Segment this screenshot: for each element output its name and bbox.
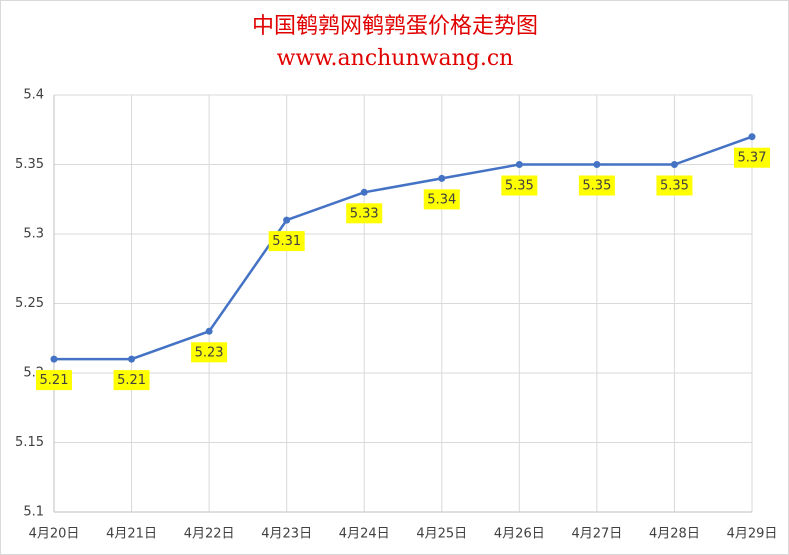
line	[54, 135, 753, 361]
y-tick-label: 5.35	[15, 157, 44, 172]
data-label-bg	[578, 175, 615, 196]
x-tick-label: 4月21日	[106, 527, 157, 542]
x-tick-label: 4月29日	[727, 527, 778, 542]
y-tick-label: 5.3	[23, 227, 44, 242]
y-tick-label: 5.15	[15, 435, 44, 450]
point	[748, 133, 756, 141]
x-tick-label: 4月22日	[184, 527, 235, 542]
data-label: 5.37	[738, 151, 767, 166]
point	[515, 161, 523, 168]
data-label-bg	[113, 370, 150, 391]
data-label-bg	[656, 175, 693, 196]
point	[50, 355, 58, 363]
data-label: 5.33	[350, 206, 379, 221]
data-label-bg	[734, 147, 770, 168]
x-tick-label: 4月26日	[494, 527, 545, 542]
point	[283, 216, 291, 224]
point	[205, 327, 213, 335]
point	[360, 188, 368, 196]
data-label: 5.35	[660, 179, 689, 194]
data-label-bg	[36, 370, 72, 391]
point	[438, 174, 446, 182]
chart-title: 中国鹌鹑网鹌鹑蛋价格走势图	[252, 14, 538, 39]
data-label: 5.34	[427, 192, 456, 207]
data-label-bg	[423, 189, 460, 210]
data-label: 5.21	[117, 373, 146, 388]
data-label: 5.35	[582, 179, 611, 194]
y-tick-label: 5.25	[15, 296, 44, 311]
data-label-bg	[191, 342, 228, 363]
x-tick-label: 4月27日	[571, 527, 622, 542]
point	[128, 355, 136, 363]
data-label-bg	[501, 175, 538, 196]
point	[670, 161, 678, 168]
x-tick-label: 4月20日	[29, 527, 80, 542]
data-label-bg	[268, 231, 305, 252]
data-label: 5.31	[272, 234, 301, 249]
data-label: 5.21	[40, 373, 69, 388]
chart-subtitle: www.anchunwang.cn	[277, 46, 514, 71]
x-tick-label: 4月23日	[261, 527, 312, 542]
x-tick-label: 4月28日	[649, 527, 700, 542]
data-label: 5.35	[505, 179, 534, 194]
y-tick-label: 5.4	[23, 88, 44, 103]
x-tick-label: 4月25日	[416, 527, 467, 542]
point	[593, 161, 601, 168]
data-label-bg	[346, 203, 383, 224]
data-label: 5.23	[195, 345, 224, 360]
x-tick-label: 4月24日	[339, 527, 390, 542]
y-tick-label: 5.1	[23, 505, 44, 520]
